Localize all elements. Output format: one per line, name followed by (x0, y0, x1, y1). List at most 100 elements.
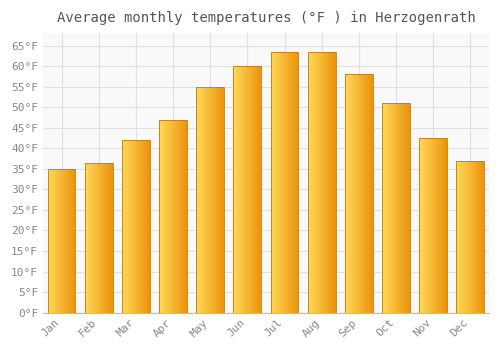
Bar (405, 103, 406, 313)
Bar (325, 52, 326, 313)
Bar (101, 163, 102, 313)
Bar (314, 52, 316, 313)
Bar (178, 119, 180, 313)
Bar (387, 103, 388, 313)
Bar (124, 140, 126, 313)
Bar (92, 163, 93, 313)
Bar (348, 74, 349, 313)
Bar (184, 119, 185, 313)
Bar (212, 87, 213, 313)
Bar (130, 140, 131, 313)
Bar (365, 74, 366, 313)
Bar (420, 138, 422, 313)
Bar (128, 140, 129, 313)
Bar (66, 169, 67, 313)
Bar (216, 87, 217, 313)
Bar (424, 138, 425, 313)
Bar (295, 52, 296, 313)
Bar (446, 138, 447, 313)
Bar (214, 87, 215, 313)
Bar (235, 66, 236, 313)
Bar (63, 169, 64, 313)
Bar (401, 103, 402, 313)
Bar (388, 103, 389, 313)
Bar (204, 87, 206, 313)
Bar (69, 169, 70, 313)
Bar (284, 52, 285, 313)
Bar (102, 163, 103, 313)
Bar (320, 52, 321, 313)
Bar (456, 161, 484, 313)
Bar (350, 74, 351, 313)
Bar (434, 138, 435, 313)
Bar (462, 161, 464, 313)
Bar (391, 103, 392, 313)
Bar (166, 119, 167, 313)
Bar (392, 103, 393, 313)
Bar (419, 138, 447, 313)
Bar (54, 169, 56, 313)
Bar (238, 66, 239, 313)
Bar (351, 74, 352, 313)
Bar (311, 52, 312, 313)
Bar (142, 140, 143, 313)
Bar (432, 138, 433, 313)
Bar (327, 52, 328, 313)
Bar (319, 52, 320, 313)
Bar (386, 103, 387, 313)
Bar (246, 66, 248, 313)
Bar (442, 138, 443, 313)
Bar (436, 138, 438, 313)
Bar (70, 169, 72, 313)
Bar (48, 169, 49, 313)
Bar (67, 169, 68, 313)
Bar (433, 138, 434, 313)
Bar (444, 138, 445, 313)
Bar (243, 66, 244, 313)
Bar (382, 103, 410, 313)
Title: Average monthly temperatures (°F ) in Herzogenrath: Average monthly temperatures (°F ) in He… (56, 11, 476, 25)
Bar (385, 103, 386, 313)
Bar (399, 103, 400, 313)
Bar (285, 52, 286, 313)
Bar (122, 140, 150, 313)
Bar (431, 138, 432, 313)
Bar (430, 138, 431, 313)
Bar (428, 138, 429, 313)
Bar (85, 163, 112, 313)
Bar (470, 161, 471, 313)
Bar (276, 52, 277, 313)
Bar (91, 163, 92, 313)
Bar (283, 52, 284, 313)
Bar (199, 87, 200, 313)
Bar (149, 140, 150, 313)
Bar (219, 87, 220, 313)
Bar (253, 66, 254, 313)
Bar (323, 52, 324, 313)
Bar (108, 163, 109, 313)
Bar (93, 163, 94, 313)
Bar (277, 52, 278, 313)
Bar (297, 52, 298, 313)
Bar (132, 140, 133, 313)
Bar (345, 74, 346, 313)
Bar (326, 52, 327, 313)
Bar (333, 52, 334, 313)
Bar (145, 140, 146, 313)
Bar (239, 66, 240, 313)
Bar (260, 66, 262, 313)
Bar (270, 52, 272, 313)
Bar (175, 119, 176, 313)
Bar (103, 163, 104, 313)
Bar (422, 138, 424, 313)
Bar (135, 140, 136, 313)
Bar (328, 52, 330, 313)
Bar (222, 87, 224, 313)
Bar (425, 138, 426, 313)
Bar (476, 161, 478, 313)
Bar (408, 103, 409, 313)
Bar (389, 103, 390, 313)
Bar (296, 52, 297, 313)
Bar (480, 161, 481, 313)
Bar (182, 119, 183, 313)
